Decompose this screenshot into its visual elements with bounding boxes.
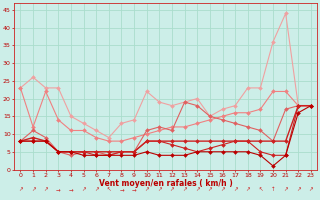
X-axis label: Vent moyen/en rafales ( km/h ): Vent moyen/en rafales ( km/h ) [99,179,233,188]
